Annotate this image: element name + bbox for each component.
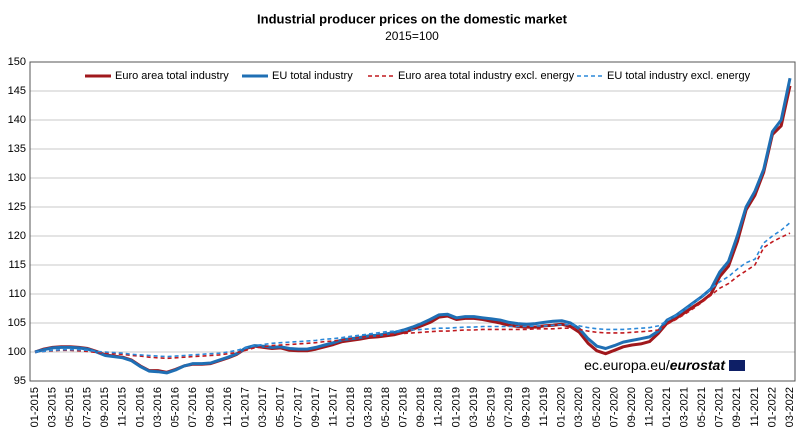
x-tick-label: 09-2017 bbox=[310, 387, 322, 427]
legend-label: Euro area total industry excl. energy bbox=[398, 70, 575, 82]
x-tick-label: 03-2017 bbox=[257, 387, 269, 427]
source-prefix: ec.europa.eu/ bbox=[584, 357, 670, 373]
x-tick-label: 05-2021 bbox=[696, 387, 708, 427]
x-tick-label: 01-2015 bbox=[29, 387, 41, 427]
y-tick-label: 95 bbox=[14, 375, 26, 387]
x-tick-label: 11-2015 bbox=[117, 387, 129, 427]
x-tick-label: 11-2021 bbox=[749, 387, 761, 427]
chart-subtitle: 2015=100 bbox=[385, 29, 439, 43]
x-tick-label: 11-2019 bbox=[538, 387, 550, 427]
x-tick-label: 01-2019 bbox=[450, 387, 462, 427]
x-tick-label: 07-2019 bbox=[503, 387, 515, 427]
y-tick-label: 110 bbox=[8, 288, 26, 300]
y-tick-label: 120 bbox=[8, 230, 26, 242]
x-tick-label: 01-2017 bbox=[240, 387, 252, 427]
y-tick-label: 145 bbox=[8, 85, 26, 97]
legend-label: EU total industry bbox=[272, 70, 353, 82]
x-tick-label: 07-2018 bbox=[398, 387, 410, 427]
x-tick-label: 09-2018 bbox=[415, 387, 427, 427]
x-tick-label: 01-2016 bbox=[134, 387, 146, 427]
source: ec.europa.eu/eurostat bbox=[584, 357, 726, 373]
x-tick-label: 05-2017 bbox=[275, 387, 287, 427]
x-tick-label: 09-2021 bbox=[731, 387, 743, 427]
y-tick-label: 105 bbox=[8, 317, 26, 329]
x-tick-label: 11-2020 bbox=[643, 387, 655, 427]
x-tick-label: 03-2022 bbox=[784, 387, 796, 427]
x-tick-label: 05-2018 bbox=[380, 387, 392, 427]
x-tick-label: 07-2020 bbox=[608, 387, 620, 427]
eurostat-flag bbox=[729, 360, 745, 371]
x-tick-label: 09-2015 bbox=[99, 387, 111, 427]
y-tick-label: 130 bbox=[8, 172, 26, 184]
x-tick-label: 09-2019 bbox=[521, 387, 533, 427]
x-tick-label: 07-2015 bbox=[82, 387, 94, 427]
x-tick-label: 03-2015 bbox=[46, 387, 58, 427]
y-tick-label: 150 bbox=[8, 56, 26, 68]
x-tick-label: 11-2016 bbox=[222, 387, 234, 427]
x-tick-label: 01-2020 bbox=[556, 387, 568, 427]
legend-label: Euro area total industry bbox=[115, 70, 229, 82]
x-tick-label: 01-2018 bbox=[345, 387, 357, 427]
legend-label: EU total industry excl. energy bbox=[607, 70, 751, 82]
plot-border bbox=[29, 61, 796, 382]
x-tick-label: 11-2017 bbox=[327, 387, 339, 427]
series-line bbox=[34, 232, 791, 360]
x-tick-label: 05-2015 bbox=[64, 387, 76, 427]
x-tick-label: 03-2020 bbox=[573, 387, 585, 427]
series-line bbox=[34, 77, 792, 375]
y-tick-label: 135 bbox=[8, 143, 26, 155]
x-tick-label: 07-2017 bbox=[292, 387, 304, 427]
chart-title: Industrial producer prices on the domest… bbox=[257, 11, 568, 26]
x-tick-label: 05-2019 bbox=[485, 387, 497, 427]
source-brand: eurostat bbox=[670, 357, 727, 373]
x-tick-label: 01-2021 bbox=[661, 387, 673, 427]
x-tick-label: 07-2021 bbox=[714, 387, 726, 427]
x-tick-label: 05-2016 bbox=[169, 387, 181, 427]
x-tick-label: 03-2018 bbox=[363, 387, 375, 427]
x-tick-label: 01-2022 bbox=[766, 387, 778, 427]
x-tick-label: 03-2016 bbox=[152, 387, 164, 427]
x-tick-label: 03-2021 bbox=[679, 387, 691, 427]
x-tick-label: 07-2016 bbox=[187, 387, 199, 427]
y-tick-label: 100 bbox=[8, 346, 26, 358]
y-tick-label: 140 bbox=[8, 114, 26, 126]
x-tick-label: 05-2020 bbox=[591, 387, 603, 427]
y-tick-label: 125 bbox=[8, 201, 26, 213]
series-line bbox=[34, 222, 791, 358]
x-tick-label: 09-2020 bbox=[626, 387, 638, 427]
x-tick-label: 03-2019 bbox=[468, 387, 480, 427]
y-tick-label: 115 bbox=[8, 259, 26, 271]
x-tick-label: 09-2016 bbox=[204, 387, 216, 427]
x-tick-label: 11-2018 bbox=[433, 387, 445, 427]
